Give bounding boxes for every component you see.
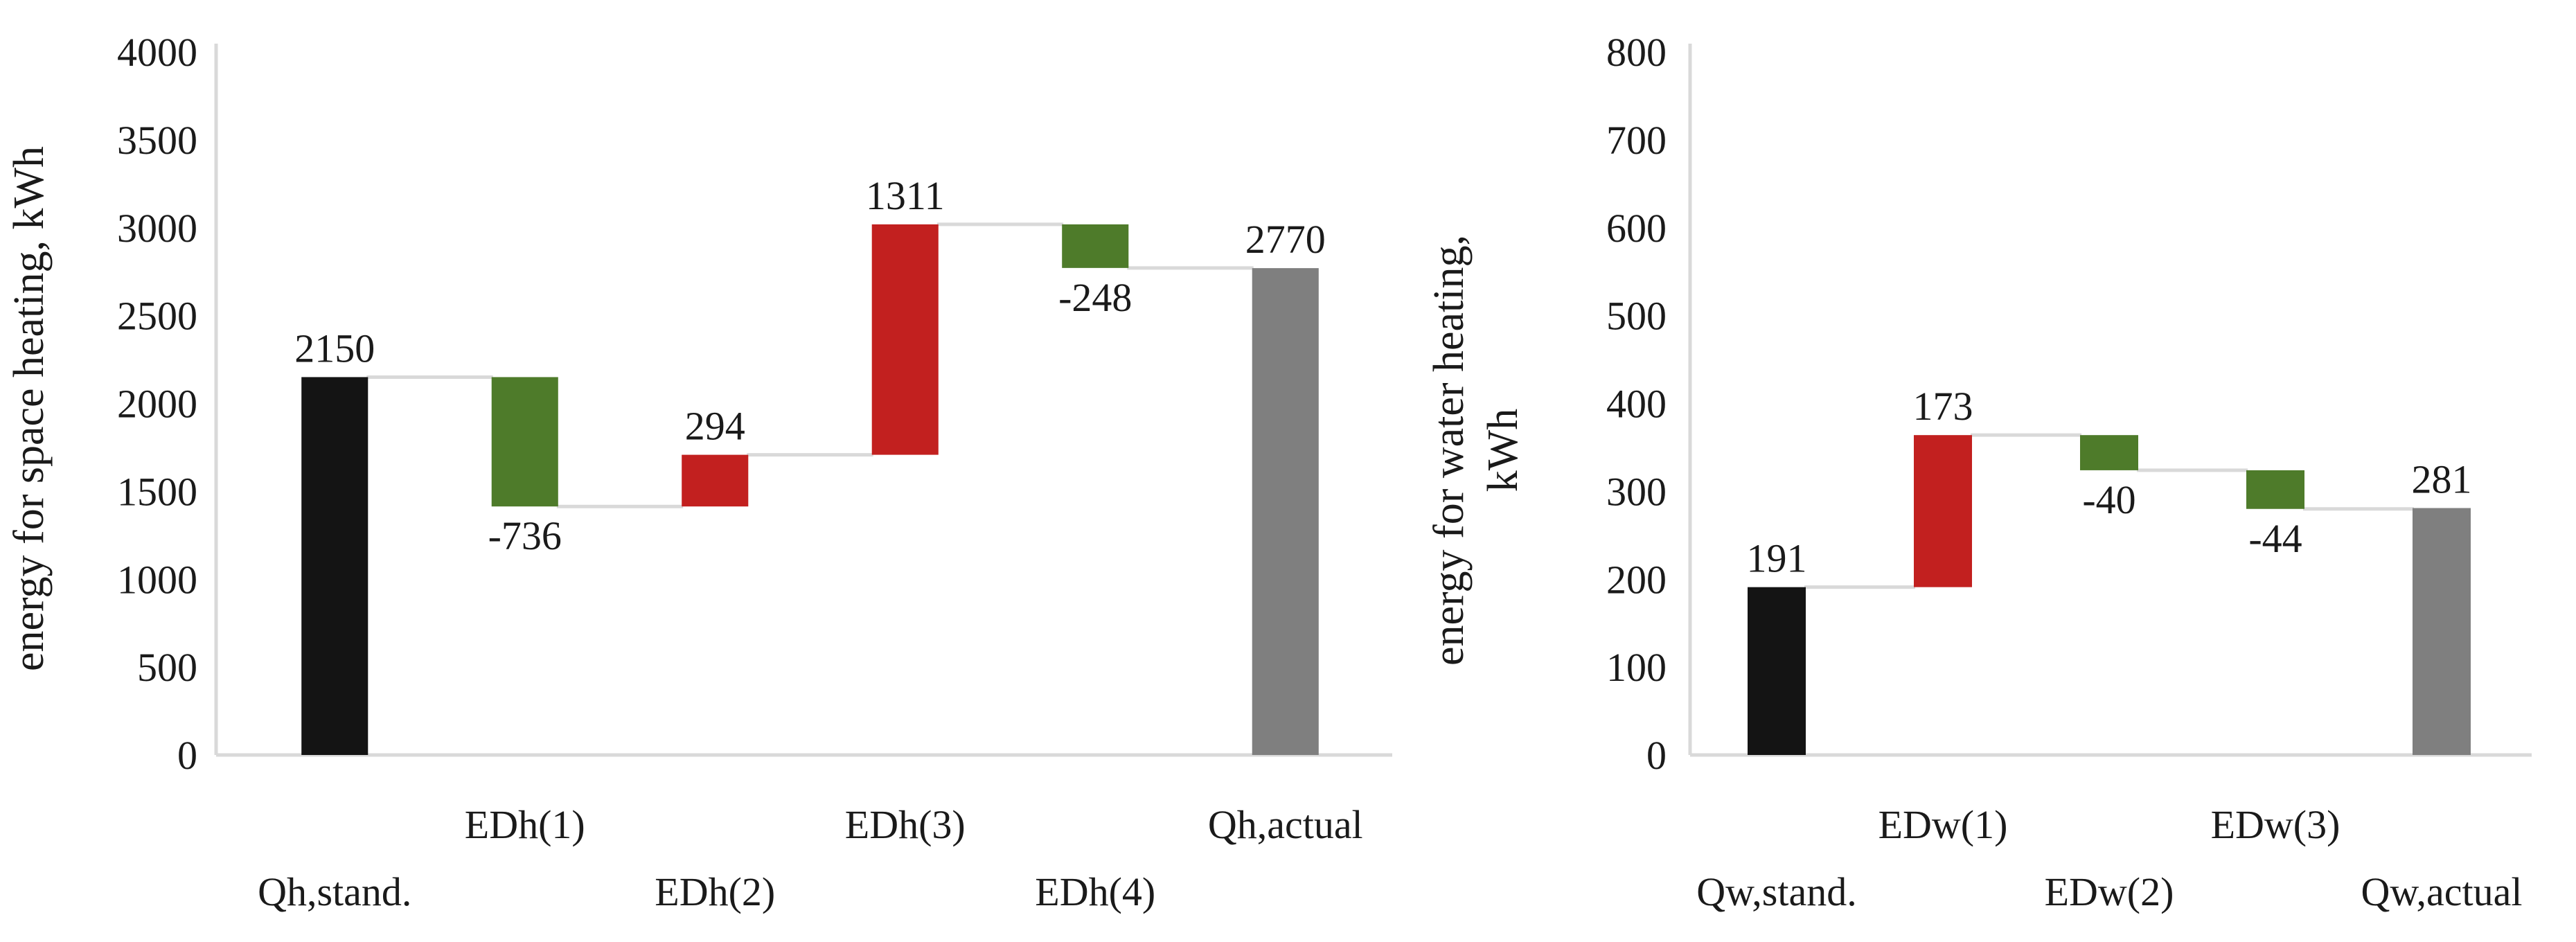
y-tick-label: 0 [177,733,197,778]
y-tick-label: 800 [1606,30,1667,75]
bar-value-label: -248 [1058,275,1132,320]
category-label: EDh(1) [465,802,585,847]
category-label: EDw(2) [2045,869,2174,914]
bar-EDh(4) [1062,224,1129,268]
bar-Qh,stand. [301,377,368,755]
chart-water-heating: energy for water heating, kWh 0 100 200 300 40… [1425,30,2532,914]
bar-EDh(1) [491,377,558,507]
y-tick-label: 300 [1606,469,1667,514]
chart-space-heating: energy for space heating, kWh 0 500 1000 150… [6,30,1392,914]
y-tick-label: 500 [1606,294,1667,339]
category-label: Qh,stand. [258,869,411,914]
y-tick-label: 600 [1606,206,1667,251]
bar-value-label: -40 [2082,477,2135,522]
y-tick-label: 400 [1606,382,1667,427]
y-tick-label: 700 [1606,118,1667,163]
bar-EDh(2) [682,454,749,507]
y-tick-label: 2500 [117,294,197,339]
y-tick-label: 200 [1606,557,1667,602]
y-tick-label: 3000 [117,206,197,251]
bar-value-label: 191 [1747,536,1807,581]
y-axis-title: energy for water heating, [1425,235,1473,666]
y-tick-label: 100 [1606,645,1667,690]
bar-value-label: -44 [2248,516,2302,561]
y-tick-label: 4000 [117,30,197,75]
y-tick-label: 0 [1646,733,1667,778]
bar-value-label: 2770 [1245,217,1326,262]
bar-EDw(2) [2080,435,2138,470]
bar-value-label: 173 [1913,384,1973,429]
bar-value-label: 1311 [866,173,945,218]
bar-value-label: 2150 [294,326,375,371]
y-tick-label: 1500 [117,469,197,514]
y-tick-label: 1000 [117,557,197,602]
bar-Qw,actual [2413,508,2471,755]
category-label: Qw,actual [2361,869,2523,914]
y-tick-label: 500 [137,645,197,690]
category-label: EDw(3) [2211,802,2340,847]
category-label: Qh,actual [1208,802,1363,847]
bar-value-label: -736 [488,513,562,558]
category-label: EDw(1) [1878,802,2008,847]
y-tick-label: 2000 [117,382,197,427]
bar-Qh,actual [1252,268,1319,755]
bar-value-label: 294 [685,404,745,449]
bar-EDw(3) [2246,470,2304,509]
y-axis-title: energy for space heating, kWh [6,146,53,671]
category-label: EDh(2) [655,869,775,914]
bar-value-label: 281 [2412,456,2472,501]
bar-Qw,stand. [1748,587,1806,755]
category-label: EDh(4) [1035,869,1155,914]
category-label: Qw,stand. [1696,869,1856,914]
y-axis-title: kWh [1480,409,1527,492]
category-label: EDh(3) [845,802,966,847]
bar-EDw(1) [1914,435,1972,587]
y-tick-label: 3500 [117,118,197,163]
bar-EDh(3) [871,224,939,455]
